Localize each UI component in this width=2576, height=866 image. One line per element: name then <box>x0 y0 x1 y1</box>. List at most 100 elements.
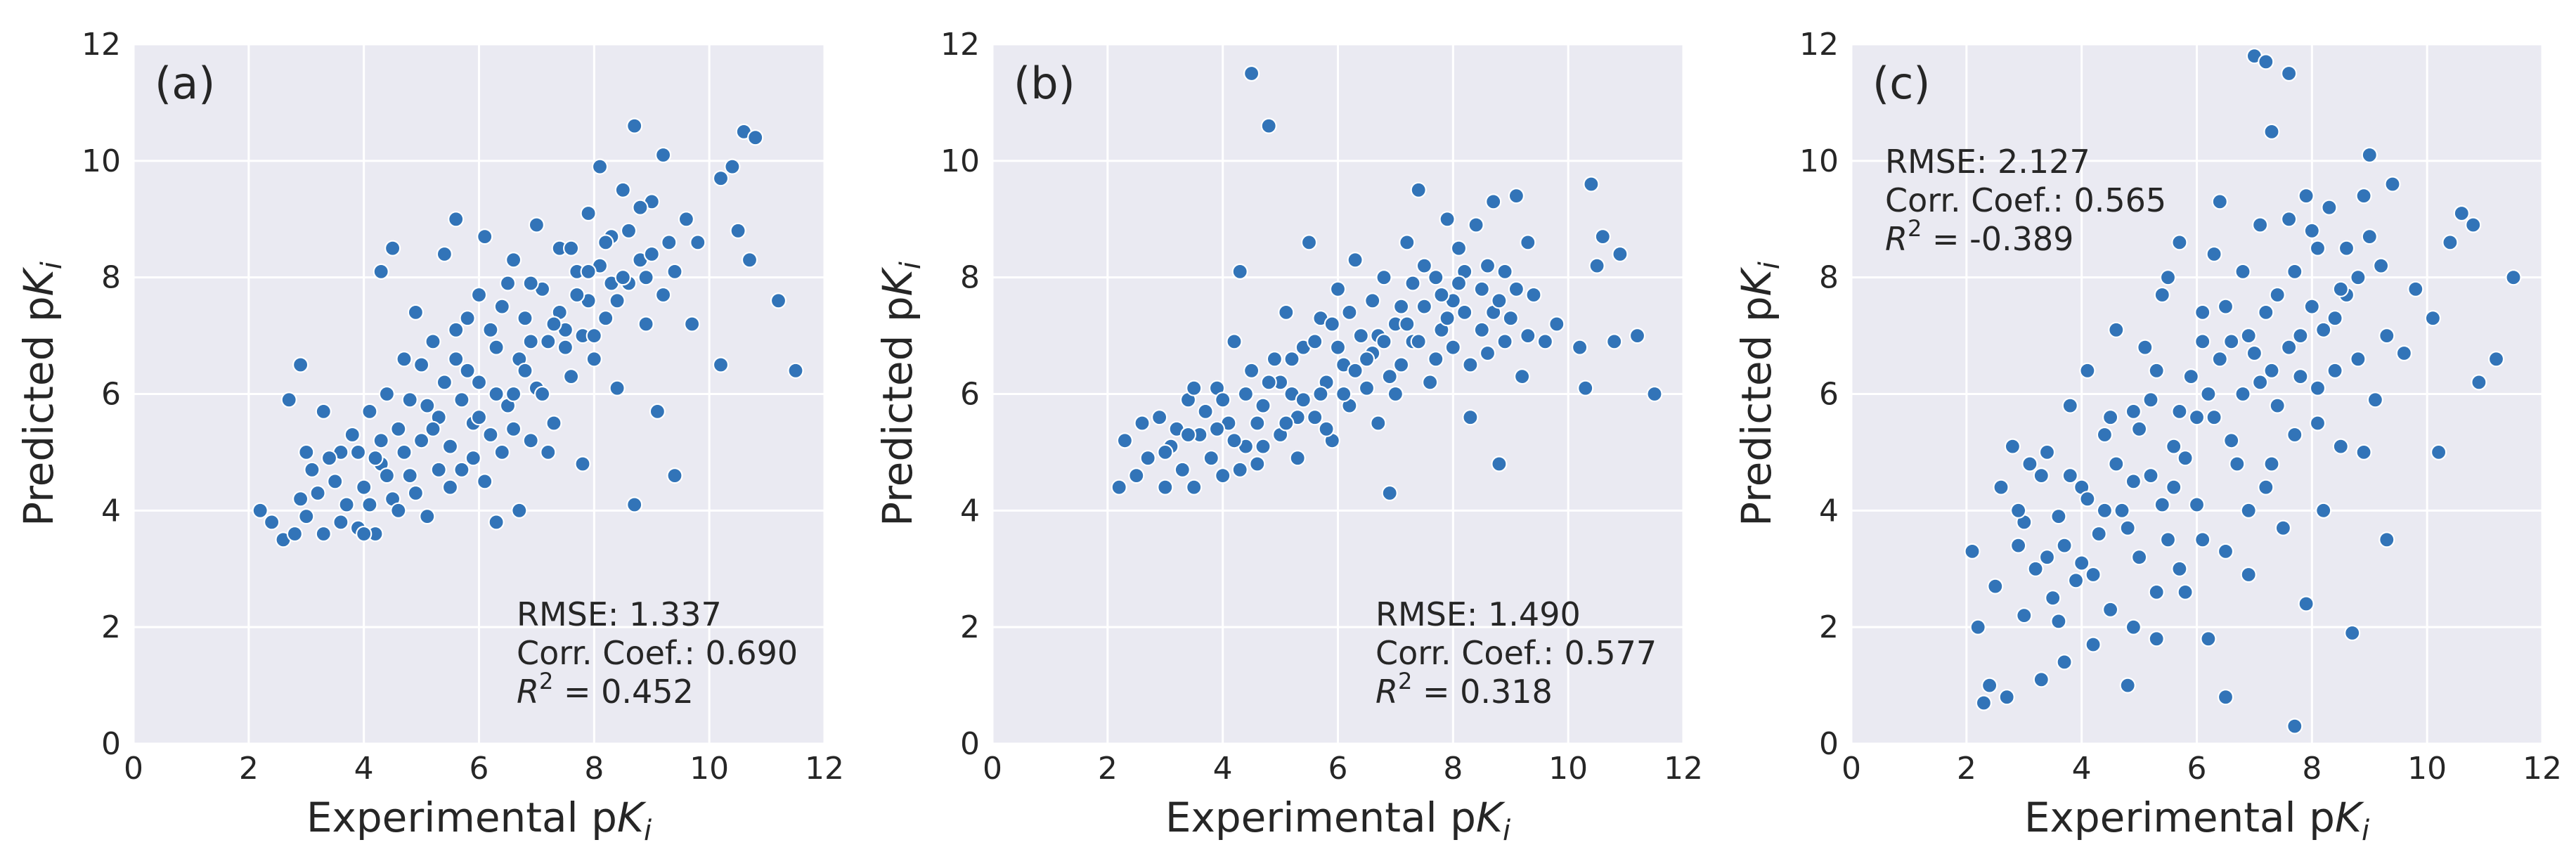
data-point <box>1606 333 1623 350</box>
data-point <box>2367 392 2383 408</box>
data-point <box>1536 333 1553 350</box>
data-point <box>1479 344 1496 362</box>
data-point <box>1404 275 1421 292</box>
data-point <box>2326 362 2343 379</box>
data-point <box>2258 304 2274 321</box>
data-point <box>292 491 309 508</box>
data-point <box>2344 624 2361 642</box>
data-point <box>2045 590 2062 607</box>
x-tick-label: 0 <box>1842 751 1861 787</box>
data-point <box>441 479 459 496</box>
data-point <box>2223 333 2240 350</box>
data-point <box>1370 415 1387 432</box>
y-tick-label: 10 <box>1799 143 1839 179</box>
y-tick-label: 2 <box>101 609 121 645</box>
data-point <box>2125 619 2142 635</box>
data-point <box>1514 368 1531 385</box>
data-point <box>396 351 413 368</box>
data-point <box>2085 566 2102 583</box>
data-point <box>2171 560 2188 577</box>
data-point <box>286 525 303 543</box>
data-point <box>2206 409 2222 426</box>
y-tick-label: 4 <box>1819 493 1839 529</box>
data-point <box>2010 502 2027 519</box>
data-point <box>390 502 407 519</box>
data-point <box>1376 269 1392 286</box>
data-point <box>654 146 672 164</box>
data-point <box>1520 328 1536 344</box>
data-point <box>712 170 730 187</box>
data-point <box>2021 455 2038 472</box>
data-point <box>1151 409 1168 426</box>
data-point <box>2016 607 2033 624</box>
data-point <box>2114 502 2130 519</box>
data-point <box>528 216 545 233</box>
data-point <box>724 158 741 175</box>
data-point <box>264 514 280 531</box>
data-point <box>453 392 470 408</box>
data-point <box>436 245 453 263</box>
data-point <box>378 385 396 403</box>
panel-c: 0 2 4 6 8 10 12 0 2 4 6 8 10 12 Experimental pKi Predic… <box>1733 27 2562 847</box>
x-tick-label: 6 <box>1328 751 1348 787</box>
data-point <box>2119 677 2136 694</box>
data-point <box>298 508 315 525</box>
data-point <box>488 339 505 356</box>
data-point <box>2154 496 2170 513</box>
data-point <box>1215 467 1231 484</box>
data-point <box>321 450 338 467</box>
data-point <box>2148 583 2165 601</box>
data-point <box>2407 280 2424 297</box>
y-tick-label: 8 <box>1819 260 1839 296</box>
data-point <box>2286 263 2303 280</box>
data-point <box>2137 339 2154 356</box>
data-point <box>2223 432 2240 449</box>
data-point <box>2505 269 2522 286</box>
data-point <box>585 328 602 344</box>
stat-corr-coef: Corr. Coef.: 0.577 <box>1376 634 1657 672</box>
data-point <box>470 374 488 391</box>
data-point <box>2326 310 2343 327</box>
x-tick-label: 10 <box>1548 751 1588 787</box>
data-point <box>356 479 373 496</box>
data-point <box>1203 450 1219 467</box>
data-point <box>2269 286 2286 304</box>
y-tick-label: 6 <box>960 377 980 413</box>
data-point <box>465 450 481 467</box>
data-point <box>1969 619 1986 635</box>
x-tick-label: 0 <box>124 751 143 787</box>
data-point <box>643 245 660 263</box>
data-point <box>1993 479 2009 496</box>
data-point <box>626 117 643 134</box>
data-point <box>1179 426 1197 444</box>
data-point <box>540 333 557 350</box>
data-point <box>1439 310 1456 327</box>
data-point <box>1226 432 1243 449</box>
data-point <box>522 333 539 350</box>
data-point <box>2252 216 2269 233</box>
data-point <box>1295 392 1312 408</box>
data-point <box>2148 362 2165 379</box>
data-point <box>597 310 614 327</box>
data-point <box>315 525 332 543</box>
data-point <box>2487 351 2505 368</box>
data-point <box>1473 280 1490 297</box>
data-point <box>661 234 678 251</box>
data-point <box>522 275 539 292</box>
data-point <box>2292 368 2309 385</box>
data-point <box>2033 467 2050 484</box>
data-point <box>2315 502 2332 519</box>
data-point <box>2274 519 2291 536</box>
data-point <box>2303 222 2320 239</box>
x-axis-label: Experimental pKi <box>2024 794 2369 847</box>
data-point <box>1508 188 1525 205</box>
data-point <box>614 181 631 198</box>
data-point <box>344 426 361 444</box>
data-point <box>1444 339 1461 356</box>
x-tick-label: 0 <box>983 751 1002 787</box>
data-point <box>626 496 643 513</box>
data-point <box>2424 310 2441 327</box>
data-point <box>390 420 407 437</box>
data-point <box>1450 240 1468 257</box>
data-point <box>327 473 344 490</box>
